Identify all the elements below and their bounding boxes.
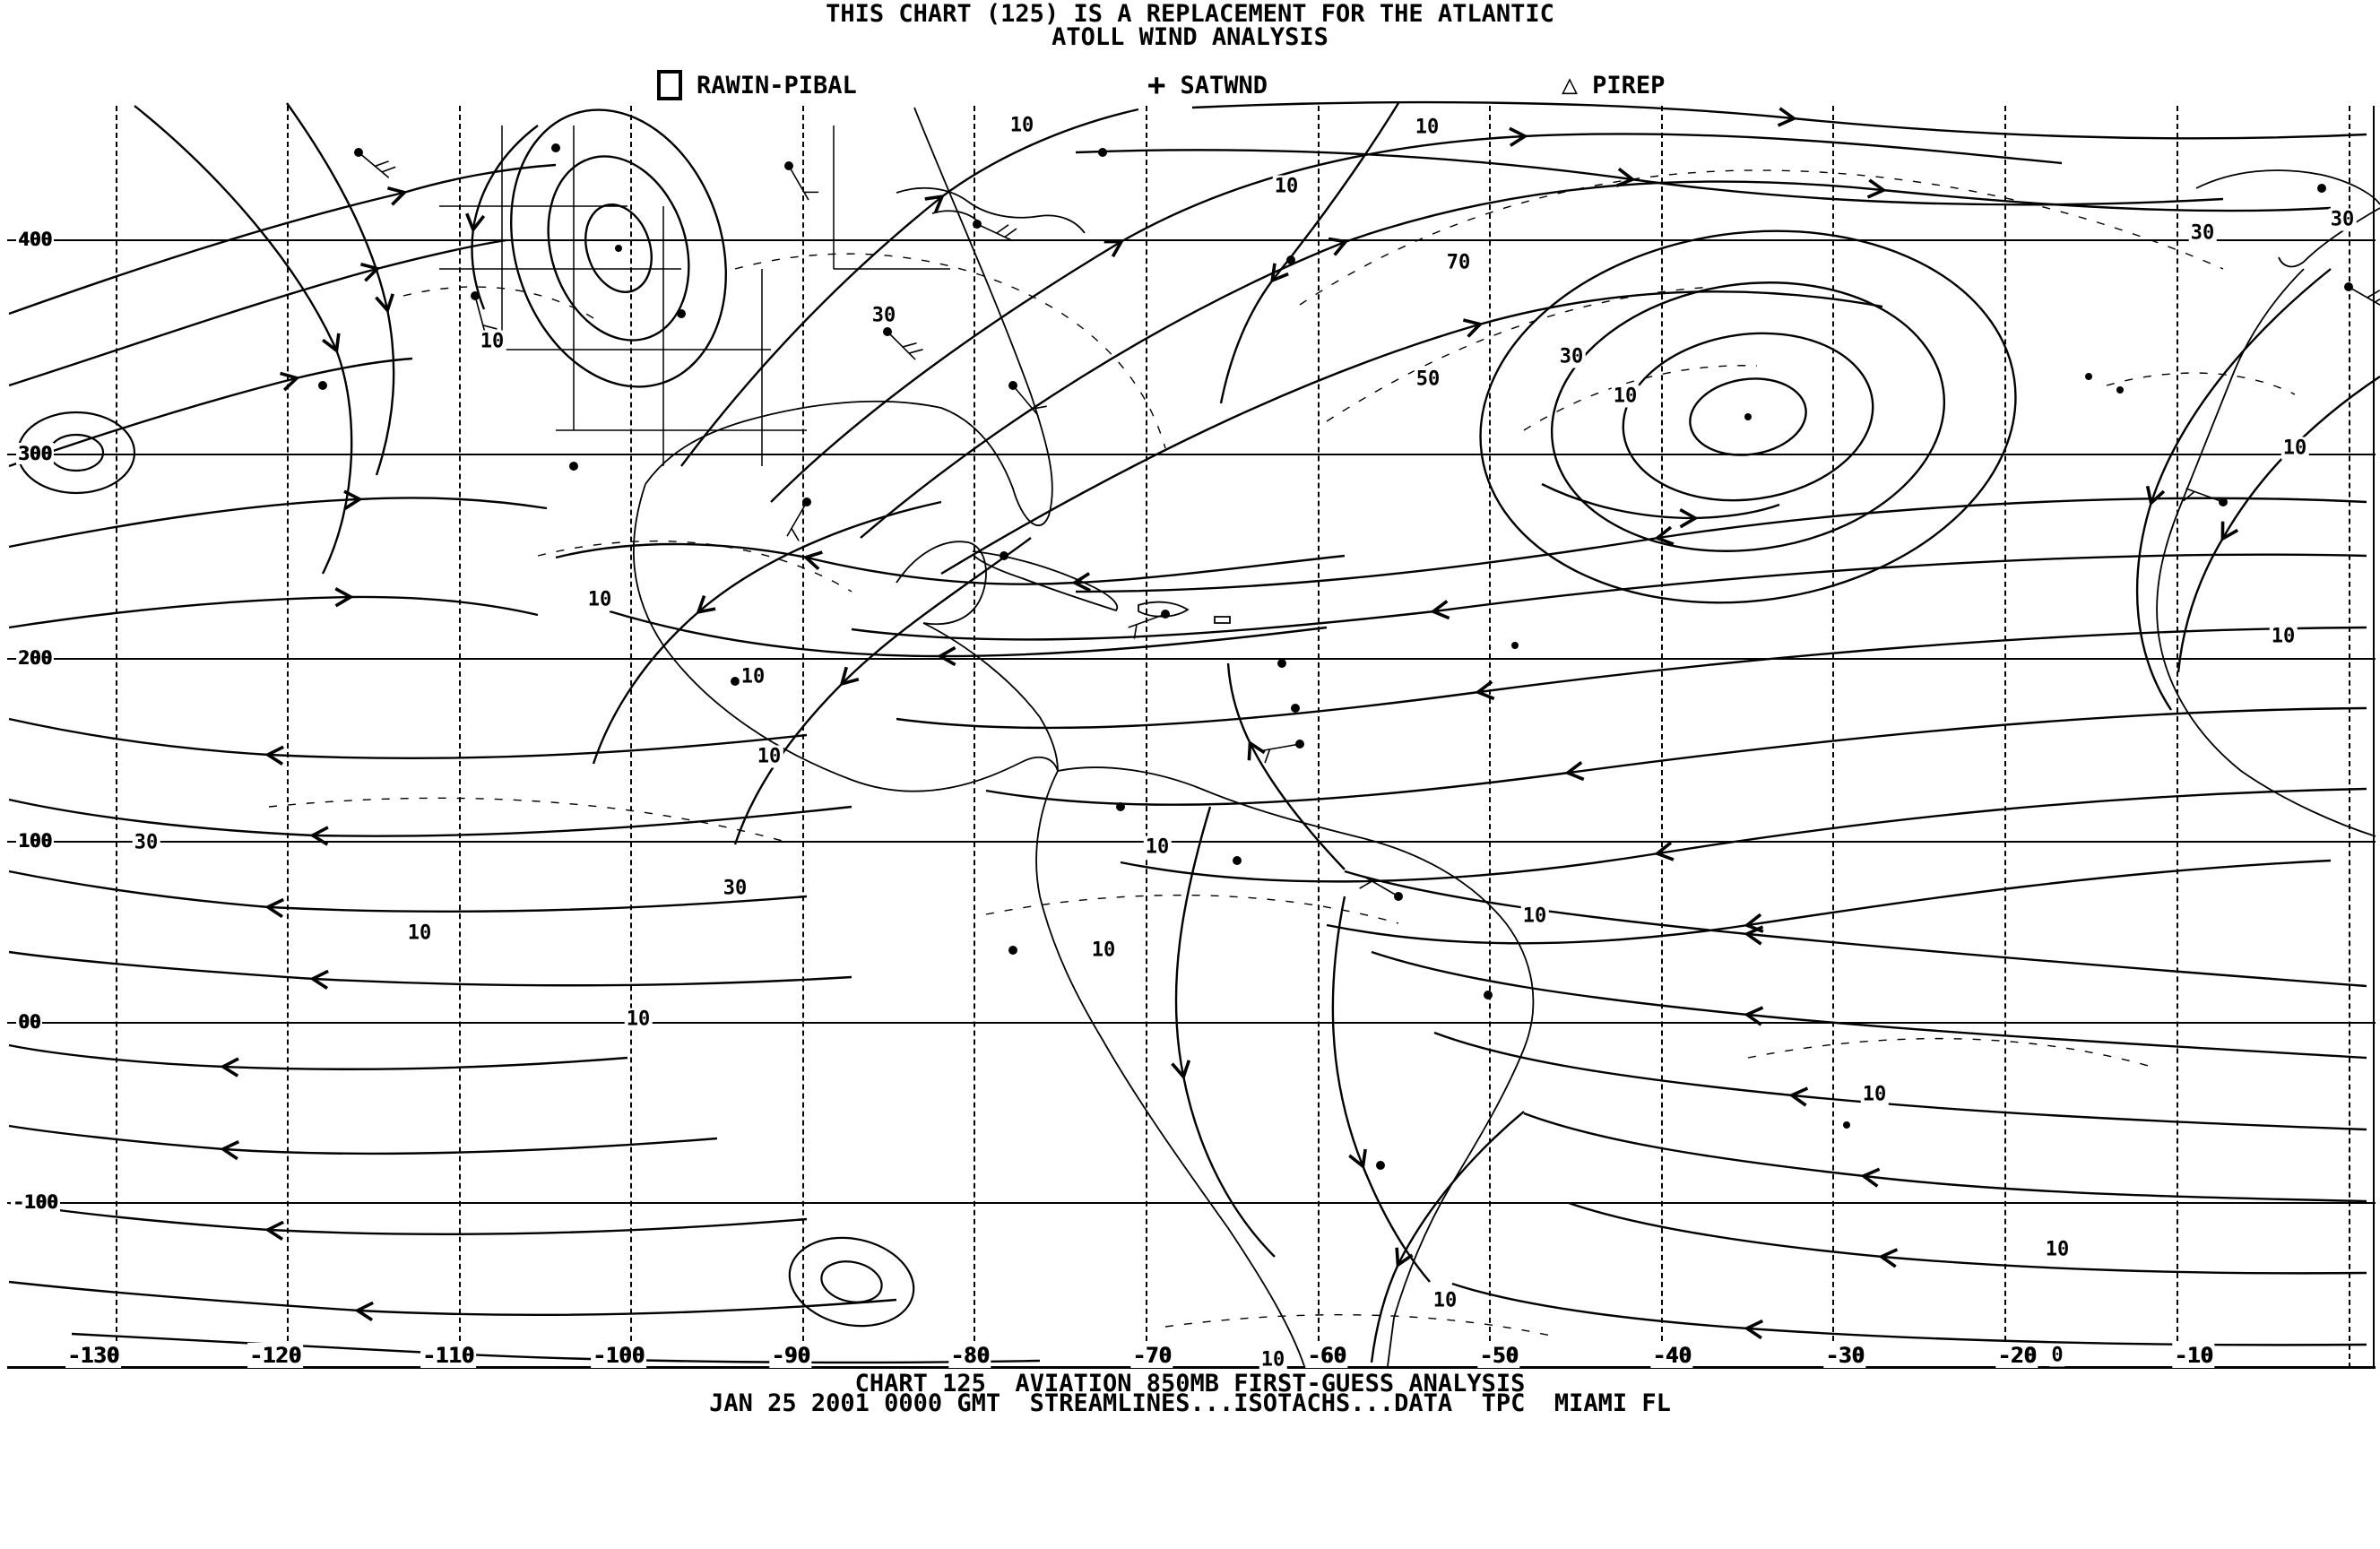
latitude-label: 300 xyxy=(16,443,54,464)
isotach-label: 10 xyxy=(1860,1083,1889,1106)
isotach-label: 30 xyxy=(721,877,749,900)
longitude-label: -10 xyxy=(2172,1343,2215,1368)
triangle-icon: △ xyxy=(1562,69,1579,100)
isotach-label: 30 xyxy=(2188,221,2217,245)
isotach-label: 30 xyxy=(2328,208,2357,231)
latitude-gridline xyxy=(7,841,2376,843)
latitude-gridline xyxy=(7,1202,2376,1204)
legend-label: RAWIN-PIBAL xyxy=(697,71,857,100)
isotach-label: 10 xyxy=(624,1008,653,1031)
latitude-gridline xyxy=(7,239,2376,241)
vortex-arrows xyxy=(472,125,1780,518)
chart-title-line2: ATOLL WIND ANALYSIS xyxy=(1052,23,1328,51)
longitude-gridline xyxy=(1318,106,1320,1368)
isotach-label: 50 xyxy=(1414,368,1442,391)
caption-line2: JAN 25 2001 0000 GMT STREAMLINES...ISOTA… xyxy=(709,1389,1671,1417)
latitude-label: 400 xyxy=(16,229,54,250)
isotach-label: 10 xyxy=(405,922,434,945)
latitude-label: 00 xyxy=(16,1011,43,1033)
longitude-label: -60 xyxy=(1305,1343,1348,1368)
legend-item-rawin-pibal: RAWIN-PIBAL xyxy=(657,70,857,100)
longitude-label: -120 xyxy=(247,1343,303,1368)
isotach-label: 30 xyxy=(870,304,898,327)
isotach-label: 10 xyxy=(478,330,506,353)
sh-vortex xyxy=(788,1236,915,1328)
isotach-contours xyxy=(268,169,2296,1337)
isotach-label: 10 xyxy=(585,588,614,611)
longitude-label: -110 xyxy=(420,1343,476,1368)
longitude-label: -100 xyxy=(591,1343,646,1368)
latitude-label: 100 xyxy=(16,830,54,852)
map-right-border xyxy=(2373,106,2375,1368)
longitude-gridline xyxy=(802,106,804,1368)
longitude-label: -40 xyxy=(1650,1343,1693,1368)
isotach-label: 10 xyxy=(739,665,767,688)
longitude-label: -30 xyxy=(1823,1343,1866,1368)
longitude-gridline xyxy=(1661,106,1663,1368)
isotach-label: 10 xyxy=(1520,904,1549,928)
isotach-label: 10 xyxy=(1089,939,1118,962)
longitude-gridline xyxy=(2004,106,2006,1368)
coastlines xyxy=(632,107,2380,1367)
legend-item-satwnd: + SATWND xyxy=(1147,70,1268,100)
wind-barbs xyxy=(358,151,2380,897)
latitude-gridline xyxy=(7,658,2376,660)
state-borders xyxy=(439,125,950,466)
square-icon xyxy=(657,70,682,100)
caption-line1: CHART 125 AVIATION 850MB FIRST-GUESS ANA… xyxy=(854,1370,1526,1398)
longitude-gridline xyxy=(1489,106,1491,1368)
longitude-gridline xyxy=(287,106,289,1368)
legend-label: PIREP xyxy=(1592,71,1666,100)
longitude-label: -20 xyxy=(1995,1343,2038,1368)
latitude-label: 200 xyxy=(16,647,54,669)
station-dots xyxy=(318,143,2353,1170)
longitude-gridline xyxy=(459,106,461,1368)
map-bottom-border xyxy=(7,1366,2376,1369)
longitude-gridline xyxy=(630,106,632,1368)
longitude-gridline xyxy=(974,106,975,1368)
isotach-label: 0 xyxy=(2049,1344,2065,1367)
isotach-label: 10 xyxy=(2043,1238,2072,1261)
isotach-label: 10 xyxy=(1259,1348,1287,1372)
latitude-label: -100 xyxy=(11,1191,60,1213)
legend-label: SATWND xyxy=(1180,71,1268,100)
isotach-label: 10 xyxy=(2269,625,2298,648)
isotach-label: 10 xyxy=(1413,116,1441,139)
isotach-label: 70 xyxy=(1444,251,1473,274)
isotach-label: 30 xyxy=(132,831,160,854)
isotach-label: 10 xyxy=(1008,114,1036,137)
longitude-gridline xyxy=(2177,106,2178,1368)
longitude-gridline xyxy=(2349,106,2350,1368)
isotach-label: 10 xyxy=(1143,835,1172,859)
longitude-gridline xyxy=(116,106,117,1368)
streamlines xyxy=(8,100,2380,1363)
isotach-label: 10 xyxy=(2280,437,2309,460)
isotach-label: 10 xyxy=(755,745,783,768)
latitude-gridline xyxy=(7,454,2376,455)
longitude-label: -70 xyxy=(1130,1343,1173,1368)
plus-icon: + xyxy=(1147,67,1166,103)
isotach-label: 10 xyxy=(1431,1289,1459,1312)
latitude-gridline xyxy=(7,1022,2376,1024)
longitude-gridline xyxy=(1146,106,1147,1368)
longitude-gridline xyxy=(1832,106,1834,1368)
longitude-label: -50 xyxy=(1477,1343,1520,1368)
legend-item-pirep: △ PIREP xyxy=(1562,70,1665,100)
isotach-label: 10 xyxy=(1272,175,1301,198)
isotach-label: 30 xyxy=(1557,345,1586,368)
isotach-label: 10 xyxy=(1611,385,1640,408)
longitude-label: -80 xyxy=(948,1343,991,1368)
longitude-label: -90 xyxy=(769,1343,812,1368)
longitude-label: -130 xyxy=(65,1343,121,1368)
chart-title-line1: THIS CHART (125) IS A REPLACEMENT FOR TH… xyxy=(826,0,1554,28)
